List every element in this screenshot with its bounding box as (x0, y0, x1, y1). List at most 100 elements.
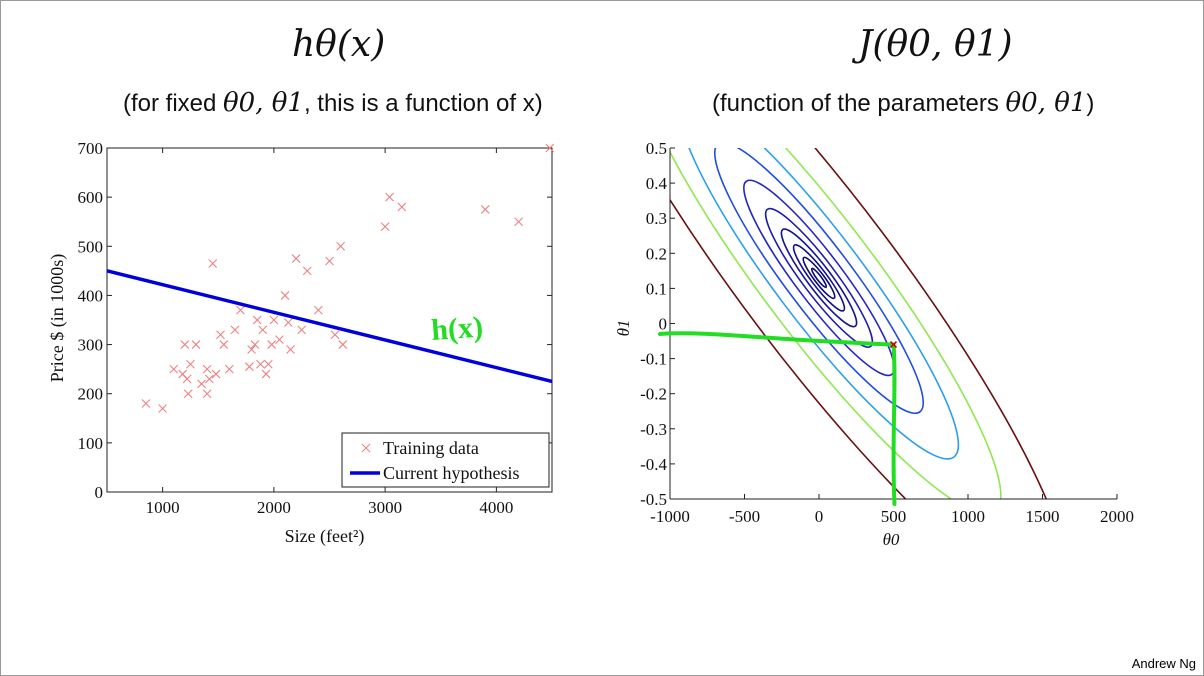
contour-level (743, 179, 895, 377)
training-point-stroke (258, 325, 268, 335)
training-point-stroke (247, 345, 257, 354)
right-subtitle-prefix: (function of the parameters (712, 90, 1006, 117)
theta1-axis-label: θ1 (614, 320, 633, 337)
training-point (216, 330, 225, 340)
left-title: hθ(x) (292, 24, 386, 65)
contour-lines (670, 148, 1069, 499)
training-point (256, 359, 265, 369)
training-point-stroke (297, 325, 307, 335)
training-point (380, 222, 390, 232)
y-tick-label: 600 (78, 188, 104, 207)
training-point-stroke (245, 362, 254, 372)
left-subtitle: (for fixed θ0, θ1, this is a function of… (123, 88, 543, 118)
y-tick-label: 400 (78, 286, 104, 305)
training-point (247, 345, 257, 354)
training-point-stroke (158, 404, 168, 413)
training-point (186, 359, 195, 369)
training-point-stroke (269, 315, 279, 325)
right-subtitle-suffix: ) (1086, 90, 1095, 117)
y-axis-label: Price $ (in 1000s) (47, 254, 68, 382)
y-tick-label: 100 (78, 434, 104, 453)
training-point (263, 359, 273, 369)
x-tick-label: 1000 (146, 498, 180, 517)
theta1-tick-label: 0 (659, 315, 668, 334)
training-point (211, 369, 221, 379)
contour-level (764, 207, 874, 348)
training-point-stroke (216, 330, 225, 340)
training-point (297, 325, 307, 335)
training-point (336, 241, 346, 251)
training-point (250, 340, 260, 349)
training-point (141, 399, 151, 408)
training-point-stroke (204, 374, 214, 384)
legend-label-hypothesis: Current hypothesis (383, 463, 520, 483)
training-point (197, 379, 206, 389)
x-axis-label: Size (feet²) (285, 526, 365, 547)
training-point (480, 205, 490, 214)
theta1-tick-label: 0.4 (646, 174, 668, 193)
theta0-tick-label: 500 (881, 507, 907, 526)
training-point (236, 305, 245, 315)
training-point (230, 325, 240, 335)
training-point-stroke (397, 202, 407, 212)
marked-point (889, 340, 898, 349)
y-tick-label: 200 (78, 385, 104, 404)
training-point (325, 256, 334, 266)
training-point (385, 192, 394, 202)
training-point-stroke (261, 369, 271, 379)
training-point (258, 325, 268, 335)
training-point-stroke (313, 305, 323, 315)
theta1-tick-label: 0.1 (646, 279, 667, 298)
training-point-stroke (202, 389, 212, 399)
training-point-stroke (545, 143, 555, 153)
contour-level (713, 148, 925, 415)
y-tick-label: 300 (78, 336, 104, 355)
theta1-tick-label: 0.2 (646, 244, 667, 263)
training-point (338, 340, 348, 349)
training-point (514, 217, 524, 227)
left-subtitle-math: θ0, θ1 (223, 88, 304, 118)
training-point-stroke (291, 254, 301, 263)
training-point (180, 340, 190, 349)
training-point (545, 143, 555, 153)
training-point-stroke (336, 241, 346, 251)
training-point (245, 362, 254, 372)
training-point-stroke (325, 256, 334, 266)
y-tick-label: 500 (78, 237, 104, 256)
theta1-tick-label: -0.5 (640, 490, 667, 509)
training-point-stroke (202, 364, 212, 374)
hypothesis-line (106, 269, 553, 384)
x-tick-label: 2000 (257, 498, 291, 517)
contour-level (670, 148, 1069, 499)
training-point-stroke (263, 359, 273, 369)
training-point (202, 364, 212, 374)
training-point-stroke (385, 192, 394, 202)
training-point-stroke (256, 359, 265, 369)
training-point (283, 318, 293, 327)
theta1-tick-label: -0.2 (640, 385, 667, 404)
training-point (261, 369, 271, 379)
x-tick-label: 3000 (368, 498, 402, 517)
training-point (204, 374, 214, 384)
y-tick-label: 0 (95, 483, 104, 502)
legend-label-training: Training data (383, 438, 479, 458)
theta0-tick-label: 1500 (1026, 507, 1060, 526)
contour-level (792, 244, 846, 312)
training-point (313, 305, 323, 315)
training-point-stroke (197, 379, 206, 389)
training-point-stroke (280, 291, 290, 300)
training-point-stroke (514, 217, 524, 227)
training-point-stroke (224, 364, 234, 374)
training-point (275, 335, 284, 345)
contour-level (810, 267, 828, 289)
theta0-axis-label: θ0 (883, 530, 900, 549)
training-point (202, 389, 212, 399)
training-point-stroke (480, 205, 490, 214)
training-point-stroke (230, 325, 240, 335)
training-point (302, 266, 312, 276)
contour-level (802, 256, 836, 300)
theta0-tick-label: 2000 (1100, 507, 1134, 526)
training-point (252, 315, 262, 325)
training-point (291, 254, 301, 263)
